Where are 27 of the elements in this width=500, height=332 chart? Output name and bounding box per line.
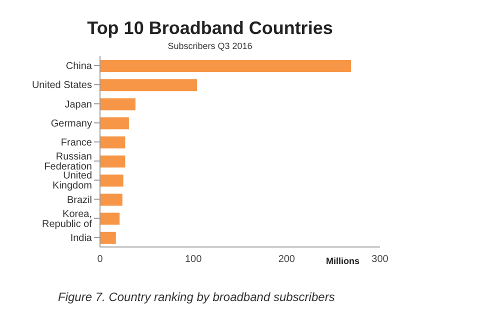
x-tick-label: 300 — [372, 254, 389, 266]
y-tick-label: Japan — [64, 99, 92, 110]
y-tick-label: United Kingdom — [52, 170, 92, 192]
chart-title: Top 10 Broadband Countries — [86, 18, 334, 39]
bar — [100, 232, 116, 244]
y-tick-label: France — [60, 138, 92, 148]
y-tick-label: Brazil — [66, 194, 92, 206]
y-tick-label: United States — [32, 80, 92, 92]
bar — [100, 194, 122, 206]
bar — [100, 156, 126, 168]
y-tick-label: India — [70, 233, 92, 244]
bar — [100, 98, 136, 110]
bar — [100, 117, 129, 130]
bar — [100, 79, 198, 92]
bar — [100, 60, 352, 72]
y-tick-label: China — [66, 61, 92, 72]
x-tick-label: 0 — [97, 254, 104, 266]
x-tick-label: 200 — [278, 254, 296, 266]
y-tick-label: Korea, Republic of — [42, 208, 92, 230]
chart-subtitle: Subscribers Q3 2016 — [166, 41, 254, 51]
bar — [100, 174, 124, 187]
x-tick-label: 100 — [184, 254, 202, 266]
caption: Figure 7. Country ranking by broadband subscribers — [58, 290, 335, 304]
bar — [100, 136, 126, 148]
x-axis-title: Millions — [326, 256, 360, 266]
bar — [100, 212, 120, 225]
y-tick-label: Germany — [50, 118, 92, 130]
